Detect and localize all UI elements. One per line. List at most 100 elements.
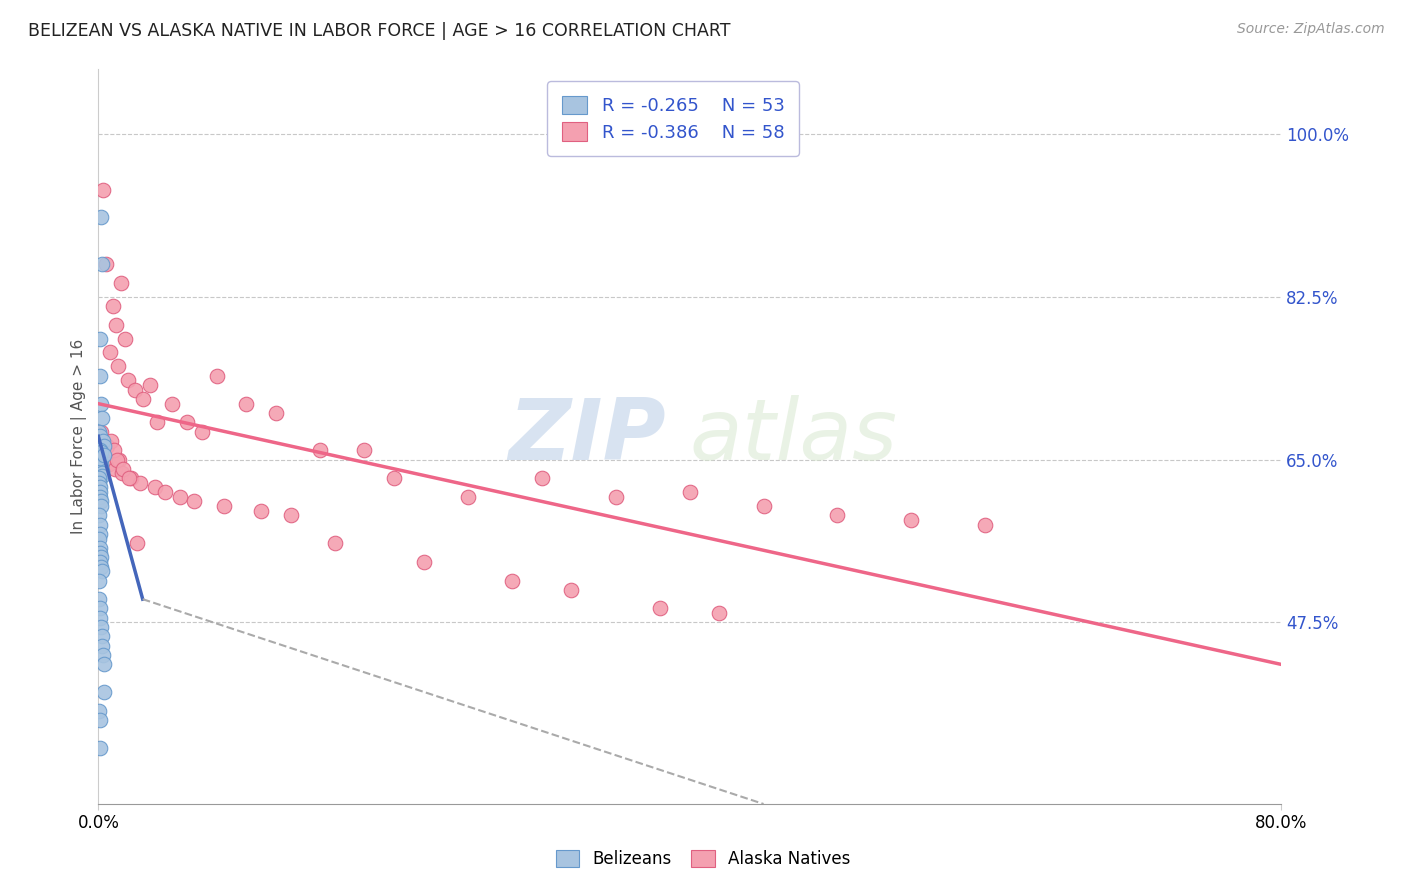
Point [90,397,112,411]
Point [90,499,112,513]
Point [117,373,139,387]
Point [90,462,112,476]
Point [89,331,111,345]
Point [89,452,111,467]
Point [87,704,110,718]
Point [91,648,114,662]
Point [143,480,166,494]
Point [89,555,111,569]
Point [90,550,112,565]
Point [90,425,112,439]
Point [900,513,922,527]
Point [89,601,111,615]
Point [89,475,111,490]
Point [89,741,111,756]
Point [120,471,142,485]
Point [90,211,112,225]
Point [93,448,115,462]
Point [530,471,553,485]
Point [90,629,112,643]
Point [412,555,434,569]
Point [679,485,702,500]
Point [128,475,150,490]
Point [112,462,135,476]
Point [89,592,111,607]
Point [131,392,153,406]
Point [93,657,115,672]
Point [827,508,849,523]
Point [87,471,110,485]
Point [89,546,111,560]
Point [89,517,111,532]
Point [353,443,375,458]
Point [97,457,120,471]
Point [162,397,184,411]
Point [648,601,671,615]
Point [89,480,111,494]
Point [90,620,112,634]
Point [105,318,128,332]
Point [114,331,136,345]
Point [323,536,346,550]
Point [752,499,775,513]
Point [90,460,112,475]
Point [125,536,148,550]
Point [605,490,627,504]
Point [101,299,124,313]
Point [90,559,112,574]
Point [457,490,479,504]
Point [183,494,205,508]
Point [111,467,134,481]
Point [93,448,115,462]
Point [104,462,127,476]
Point [212,499,235,513]
Point [89,450,111,465]
Point [91,182,114,196]
Point [96,439,118,453]
Text: BELIZEAN VS ALASKA NATIVE IN LABOR FORCE | AGE > 16 CORRELATION CHART: BELIZEAN VS ALASKA NATIVE IN LABOR FORCE… [28,22,731,40]
Point [91,639,114,653]
Point [100,434,122,448]
Point [103,443,125,458]
Point [169,490,191,504]
Point [87,425,110,439]
Point [89,485,111,500]
Point [107,359,129,374]
Point [89,429,111,443]
Point [89,454,111,468]
Point [139,378,162,392]
Text: atlas: atlas [690,395,897,478]
Point [205,368,228,383]
Point [118,471,141,485]
Point [94,257,117,271]
Text: Source: ZipAtlas.com: Source: ZipAtlas.com [1237,22,1385,37]
Point [90,457,112,471]
Point [91,564,114,578]
Point [89,527,111,541]
Point [87,508,110,523]
Point [176,415,198,429]
Point [105,452,128,467]
Point [191,425,214,439]
Point [89,490,111,504]
Point [87,574,110,588]
Point [146,415,169,429]
Point [93,685,115,699]
Point [235,397,257,411]
Point [90,464,112,478]
Point [89,443,111,458]
Point [110,276,132,290]
Point [90,410,112,425]
Point [89,448,111,462]
Point [91,257,114,271]
Point [90,494,112,508]
Point [90,445,112,459]
Point [90,467,112,481]
Point [91,434,114,448]
Point [108,452,131,467]
Point [280,508,302,523]
Point [89,611,111,625]
Legend: R = -0.265    N = 53, R = -0.386    N = 58: R = -0.265 N = 53, R = -0.386 N = 58 [547,81,799,156]
Point [98,345,121,359]
Point [91,469,114,483]
